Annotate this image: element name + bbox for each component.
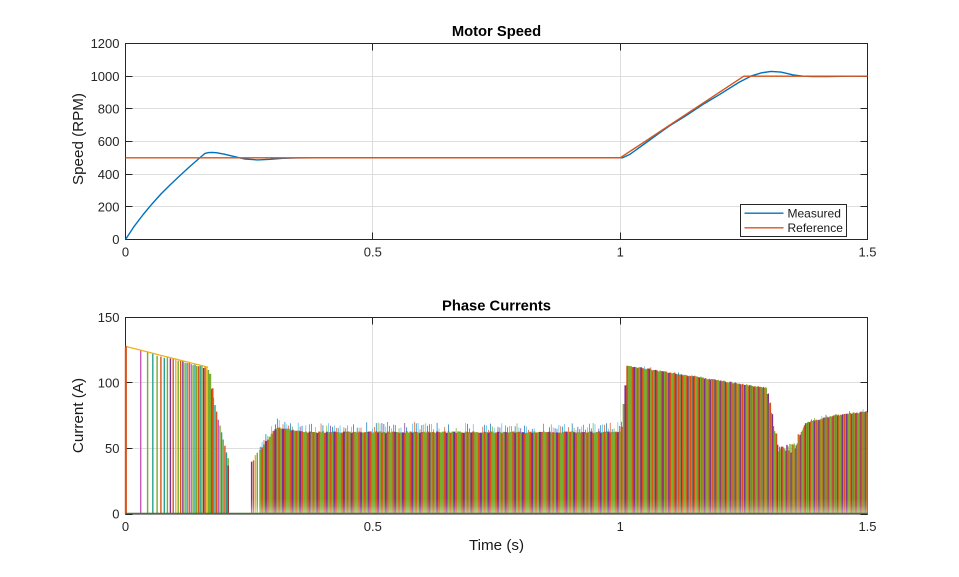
svg-text:800: 800	[98, 101, 120, 116]
svg-text:0: 0	[122, 244, 129, 259]
svg-text:Motor Speed: Motor Speed	[452, 24, 541, 40]
svg-text:1.5: 1.5	[858, 244, 876, 259]
svg-text:100: 100	[98, 376, 120, 391]
svg-text:1: 1	[617, 519, 624, 534]
svg-text:Speed (RPM): Speed (RPM)	[70, 93, 87, 185]
svg-text:1.5: 1.5	[858, 519, 876, 534]
svg-text:Reference: Reference	[788, 221, 844, 235]
svg-text:0: 0	[112, 232, 119, 247]
svg-text:0.5: 0.5	[364, 244, 382, 259]
svg-text:200: 200	[98, 199, 120, 214]
svg-text:0: 0	[122, 519, 129, 534]
svg-text:Time (s): Time (s)	[469, 537, 524, 554]
svg-text:400: 400	[98, 167, 120, 182]
svg-text:0.5: 0.5	[364, 519, 382, 534]
svg-text:0: 0	[112, 507, 119, 522]
svg-text:1200: 1200	[91, 36, 120, 51]
svg-text:Current (A): Current (A)	[70, 378, 87, 453]
svg-text:1: 1	[617, 244, 624, 259]
svg-text:Phase Currents: Phase Currents	[442, 299, 551, 315]
svg-text:1000: 1000	[91, 69, 120, 84]
svg-text:50: 50	[105, 441, 119, 456]
svg-text:Measured: Measured	[788, 207, 841, 221]
svg-text:150: 150	[98, 310, 120, 325]
svg-text:600: 600	[98, 134, 120, 149]
